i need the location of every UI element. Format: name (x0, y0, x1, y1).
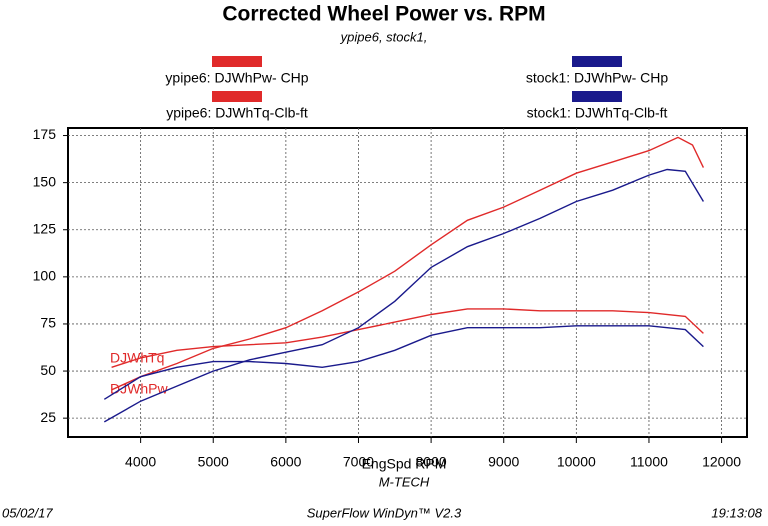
legend-swatch (212, 56, 262, 67)
series-line (103, 325, 704, 400)
legend-label: ypipe6: DJWhPw- CHp (165, 70, 308, 86)
footer-date: 05/02/17 (2, 505, 53, 520)
annotation: DJWhPw (110, 381, 168, 397)
series-line (111, 136, 705, 391)
y-tick-label: 75 (40, 315, 56, 331)
annotation: DJWhTq (110, 350, 164, 366)
y-tick-label: 100 (33, 268, 57, 284)
y-tick-label: 25 (40, 409, 56, 425)
x-tick-label: 11000 (630, 454, 668, 470)
x-axis-label: EngSpd RPM (362, 456, 447, 472)
legend-label: ypipe6: DJWhTq-Clb-ft (166, 105, 308, 121)
x-tick-label: 8000 (416, 454, 447, 470)
x-tick-label: 6000 (270, 454, 301, 470)
chart-title: Corrected Wheel Power vs. RPM (222, 3, 545, 26)
legend-label: stock1: DJWhTq-Clb-ft (527, 105, 668, 121)
x-tick-label: 12000 (702, 454, 741, 470)
legend-swatch (212, 91, 262, 102)
chart-subtitle: ypipe6, stock1, (340, 29, 428, 44)
footer-time: 19:13:08 (711, 505, 762, 520)
y-tick-label: 125 (33, 220, 57, 236)
x-tick-label: 4000 (125, 454, 156, 470)
legend-swatch (572, 91, 622, 102)
legend-label: stock1: DJWhPw- CHp (526, 70, 669, 86)
x-tick-label: 9000 (488, 454, 519, 470)
x-tick-label: 10000 (557, 454, 596, 470)
legend-swatch (572, 56, 622, 67)
x-tick-label: 7000 (343, 454, 374, 470)
series-line (103, 168, 705, 423)
x-axis-sublabel: M-TECH (379, 474, 430, 489)
plot-frame (67, 127, 748, 438)
y-tick-label: 50 (40, 362, 56, 378)
x-tick-label: 5000 (198, 454, 229, 470)
series-line (111, 308, 704, 368)
footer-software: SuperFlow WinDyn™ V2.3 (307, 505, 462, 520)
y-tick-label: 150 (33, 173, 57, 189)
y-tick-label: 175 (33, 126, 57, 142)
